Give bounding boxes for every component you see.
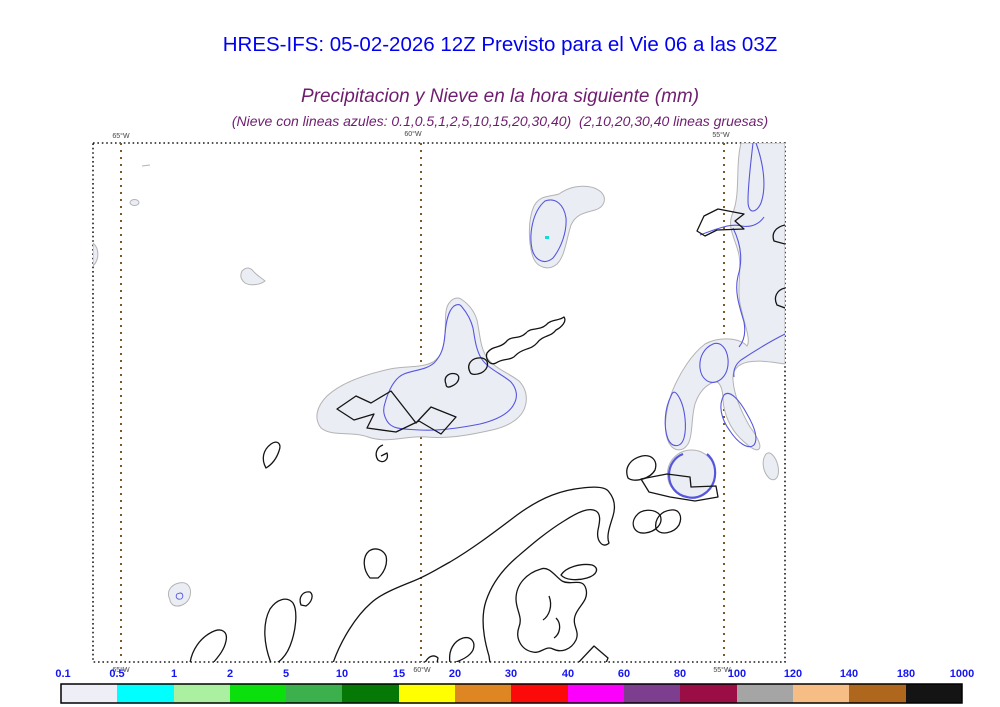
map-subtitle-levels: (Nieve con lineas azules: 0.1,0.5,1,2,5,… <box>231 113 769 129</box>
colorbar-label: 10 <box>336 668 348 680</box>
snow-contour <box>530 199 567 262</box>
snow-contour-thick <box>667 452 717 499</box>
colorbar-cell <box>61 684 117 703</box>
snow-contour <box>733 333 785 378</box>
snow-contour <box>699 342 729 383</box>
colorbar-cell <box>737 684 793 703</box>
coastline <box>375 444 389 463</box>
coastline <box>468 357 489 376</box>
colorbar-label: 15 <box>393 668 405 680</box>
coastline <box>696 208 745 237</box>
colorbar-cell <box>849 684 906 703</box>
coastline <box>553 617 561 639</box>
page-title: HRES-IFS: 05-02-2026 12Z Previsto para e… <box>222 33 778 56</box>
colorbar-cell <box>793 684 849 703</box>
precipitation-colorbar: 0.1 0.5 1 2 5 10 15 20 30 40 60 80 100 1… <box>55 668 974 704</box>
snow-contour <box>699 216 765 236</box>
coastline <box>448 636 475 662</box>
coastline <box>774 287 785 309</box>
snow-contours <box>175 143 785 600</box>
map-border <box>92 142 786 663</box>
colorbar-label: 5 <box>283 668 289 680</box>
coastline <box>444 372 460 388</box>
colorbar-label: 180 <box>897 668 915 680</box>
map-subtitle: Precipitacion y Nieve en la hora siguien… <box>300 86 700 107</box>
coastline <box>655 509 682 534</box>
colorbar-cell <box>568 684 624 703</box>
colorbar-label: 1 <box>171 668 177 680</box>
meridian-label: 65°W <box>112 132 130 140</box>
precip-area <box>93 242 99 267</box>
colorbar-cell <box>342 684 399 703</box>
coastline <box>632 509 662 534</box>
meridian-label: 65°W <box>112 666 130 674</box>
coastline-mainland <box>332 486 616 662</box>
coastline <box>772 224 785 245</box>
colorbar-label: 100 <box>728 668 746 680</box>
meridian-label: 60°W <box>413 666 431 674</box>
coastline <box>264 598 297 662</box>
colorbar-label: 120 <box>784 668 802 680</box>
colorbar-label: 2 <box>227 668 233 680</box>
coastline <box>640 473 719 502</box>
colorbar-label: 60 <box>618 668 630 680</box>
meridian-labels-top: 65°W 60°W 55°W <box>112 130 730 140</box>
colorbar-cell <box>680 684 737 703</box>
coastline <box>485 316 566 365</box>
colorbar-label: 0.1 <box>55 668 70 680</box>
snow-contour <box>664 391 686 447</box>
colorbar-cells <box>60 683 963 704</box>
colorbar-label: 80 <box>674 668 686 680</box>
coastlines <box>189 208 785 662</box>
colorbar-border <box>60 683 963 704</box>
coastline <box>560 563 598 581</box>
colorbar-cell <box>230 684 286 703</box>
colorbar-label: 0.5 <box>109 668 124 680</box>
coastline <box>578 645 609 662</box>
colorbar-label: 40 <box>562 668 574 680</box>
colorbar-label: 30 <box>505 668 517 680</box>
meridian-labels-bottom: 65°W 60°W 55°W <box>112 666 731 674</box>
colorbar-cell <box>624 684 680 703</box>
snow-contour <box>175 592 184 600</box>
snow-contour <box>383 304 517 431</box>
coastline <box>542 595 552 621</box>
colorbar-cell <box>174 684 230 703</box>
precip-area <box>762 452 779 481</box>
coastline <box>262 441 281 469</box>
precip-area <box>141 164 151 167</box>
colorbar-cell <box>399 684 455 703</box>
snow-contour <box>747 143 765 212</box>
colorbar-cell <box>511 684 568 703</box>
coastline <box>336 390 457 435</box>
coastline <box>424 655 439 662</box>
coastline <box>363 548 388 579</box>
coastline-island <box>515 567 588 653</box>
map-canvas: 65°W 60°W 55°W <box>92 142 786 674</box>
precip-area <box>167 582 191 607</box>
coastline <box>299 591 313 607</box>
meridian-label: 60°W <box>404 130 422 138</box>
precip-area <box>129 199 140 206</box>
precip-area-right <box>664 143 785 451</box>
snow-contour <box>732 227 746 348</box>
precip-area-comma <box>528 185 605 269</box>
precip-area <box>240 267 266 286</box>
meridian-label: 55°W <box>713 666 731 674</box>
colorbar-label: 20 <box>449 668 461 680</box>
colorbar-cell <box>906 684 962 703</box>
colorbar-cell <box>117 684 174 703</box>
meridian-label: 55°W <box>712 131 730 139</box>
colorbar-label: 1000 <box>950 668 974 680</box>
colorbar-cell <box>455 684 511 703</box>
coastline <box>189 629 228 662</box>
colorbar-cell <box>286 684 342 703</box>
precipitation-areas <box>93 143 785 607</box>
snow-contour <box>720 393 757 448</box>
colorbar-labels: 0.1 0.5 1 2 5 10 15 20 30 40 60 80 100 1… <box>55 668 974 680</box>
snow-spot-cyan <box>545 236 549 239</box>
colorbar-label: 140 <box>840 668 858 680</box>
